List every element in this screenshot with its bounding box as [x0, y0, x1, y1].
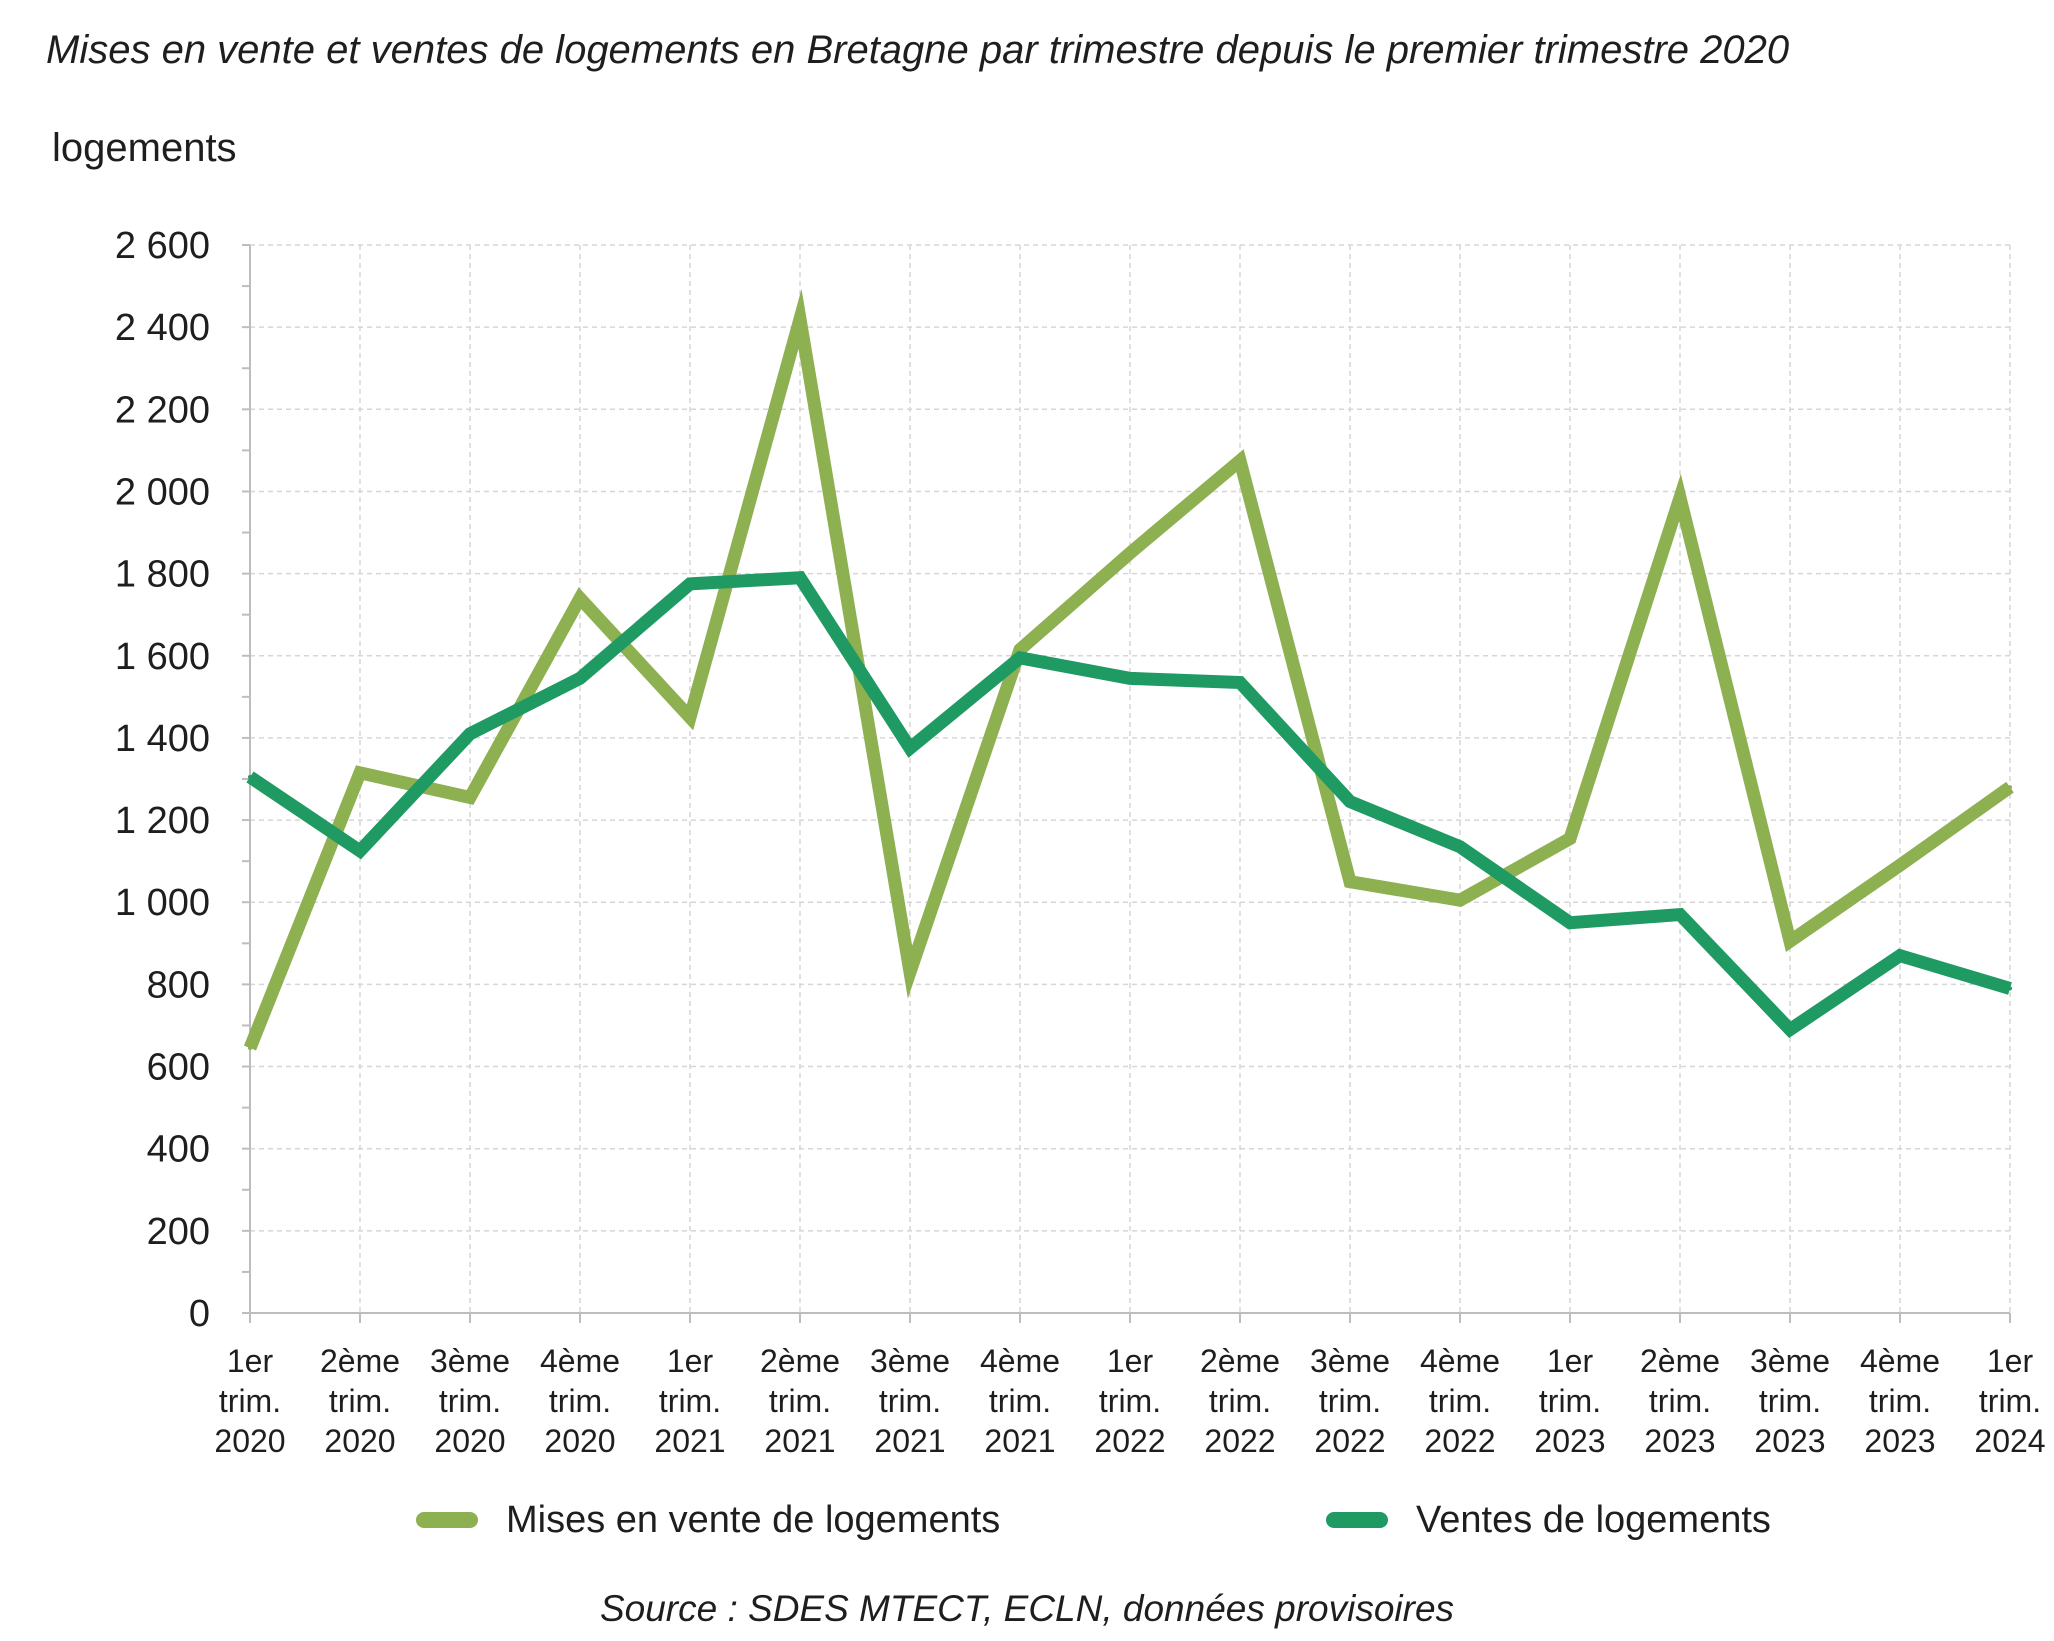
data-point-mises-en-vente: [2008, 785, 2012, 790]
legend-swatch-mises-en-vente: [416, 1512, 478, 1528]
legend-label-mises-en-vente: Mises en vente de logements: [506, 1498, 1001, 1541]
y-tick-label: 2 400: [115, 307, 210, 349]
data-point-mises-en-vente: [1568, 836, 1572, 841]
data-point-mises-en-vente: [688, 715, 692, 720]
legend-swatch-ventes: [1326, 1512, 1388, 1528]
legend-item-ventes: Ventes de logements: [1326, 1495, 1771, 1545]
data-point-mises-en-vente: [1898, 863, 1902, 868]
x-tick-label: 4ème trim. 2021: [980, 1343, 1060, 1459]
x-tick-label: 1er trim. 2022: [1094, 1343, 1165, 1459]
y-tick-label: 200: [147, 1211, 210, 1253]
y-tick-label: 400: [147, 1129, 210, 1171]
data-point-ventes: [578, 676, 582, 681]
data-point-ventes: [798, 575, 802, 580]
y-axis-unit-label: logements: [52, 126, 237, 170]
y-tick-label: 1 600: [115, 636, 210, 678]
data-point-ventes: [358, 848, 362, 853]
data-point-mises-en-vente: [1128, 551, 1132, 556]
data-point-mises-en-vente: [1678, 495, 1682, 500]
x-tick-label: 2ème trim. 2020: [320, 1343, 400, 1459]
x-tick-label: 2ème trim. 2022: [1200, 1343, 1280, 1459]
data-point-mises-en-vente: [468, 795, 472, 800]
x-tick-label: 1er trim. 2021: [654, 1343, 725, 1459]
y-tick-label: 1 800: [115, 554, 210, 596]
data-point-ventes: [1018, 655, 1022, 660]
y-tick-label: 600: [147, 1047, 210, 1089]
data-point-mises-en-vente: [1018, 647, 1022, 652]
x-tick-label: 3ème trim. 2022: [1310, 1343, 1390, 1459]
data-point-ventes: [1238, 680, 1242, 685]
data-point-mises-en-vente: [1238, 458, 1242, 463]
x-tick-label: 3ème trim. 2021: [870, 1343, 950, 1459]
x-tick-label: 3ème trim. 2023: [1750, 1343, 1830, 1459]
x-tick-label: 1er trim. 2024: [1974, 1343, 2045, 1459]
x-tick-label: 3ème trim. 2020: [430, 1343, 510, 1459]
data-point-ventes: [1348, 799, 1352, 804]
y-tick-label: 2 200: [115, 389, 210, 431]
x-tick-label: 4ème trim. 2022: [1420, 1343, 1500, 1459]
data-point-ventes: [1568, 920, 1572, 925]
x-tick-label: 2ème trim. 2021: [760, 1343, 840, 1459]
y-tick-label: 800: [147, 964, 210, 1006]
data-point-mises-en-vente: [1788, 939, 1792, 944]
chart-source-note: Source : SDES MTECT, ECLN, données provi…: [599, 1588, 1455, 1629]
y-tick-label: 2 600: [115, 225, 210, 267]
data-point-ventes: [248, 774, 252, 779]
y-tick-label: 2 000: [115, 471, 210, 513]
data-series: [243, 288, 2014, 1051]
axes: [242, 244, 2011, 1323]
x-tick-label: 1er trim. 2020: [214, 1343, 285, 1459]
y-tick-label: 0: [189, 1293, 210, 1335]
data-point-ventes: [1128, 676, 1132, 681]
data-point-ventes: [1458, 844, 1462, 849]
x-tick-label: 4ème trim. 2023: [1860, 1343, 1940, 1459]
tick-labels: 0 200 400 600 800 1 000 1 200 1 400 1 600 1 800 2 …: [115, 225, 2046, 1459]
data-point-ventes: [468, 731, 472, 736]
y-tick-label: 1 200: [115, 800, 210, 842]
data-point-mises-en-vente: [248, 1046, 252, 1051]
chart-title: Mises en vente et ventes de logements en…: [46, 28, 1790, 72]
x-tick-label: 2ème trim. 2023: [1640, 1343, 1720, 1459]
y-tick-label: 1 000: [115, 882, 210, 924]
data-point-ventes: [1678, 912, 1682, 917]
data-point-ventes: [2008, 986, 2012, 991]
data-point-mises-en-vente: [1458, 898, 1462, 903]
x-tick-label: 4ème trim. 2020: [540, 1343, 620, 1459]
data-point-mises-en-vente: [908, 970, 912, 975]
data-point-mises-en-vente: [578, 596, 582, 601]
data-point-ventes: [688, 581, 692, 586]
data-point-ventes: [1788, 1027, 1792, 1032]
legend-label-ventes: Ventes de logements: [1416, 1498, 1771, 1541]
data-point-ventes: [1898, 953, 1902, 958]
data-point-mises-en-vente: [358, 770, 362, 775]
data-point-ventes: [908, 746, 912, 751]
legend-item-mises-en-vente: Mises en vente de logements: [416, 1495, 1000, 1545]
x-tick-label: 1er trim. 2023: [1534, 1343, 1605, 1459]
y-tick-label: 1 400: [115, 718, 210, 760]
data-point-mises-en-vente: [798, 316, 802, 321]
data-point-mises-en-vente: [1348, 879, 1352, 884]
